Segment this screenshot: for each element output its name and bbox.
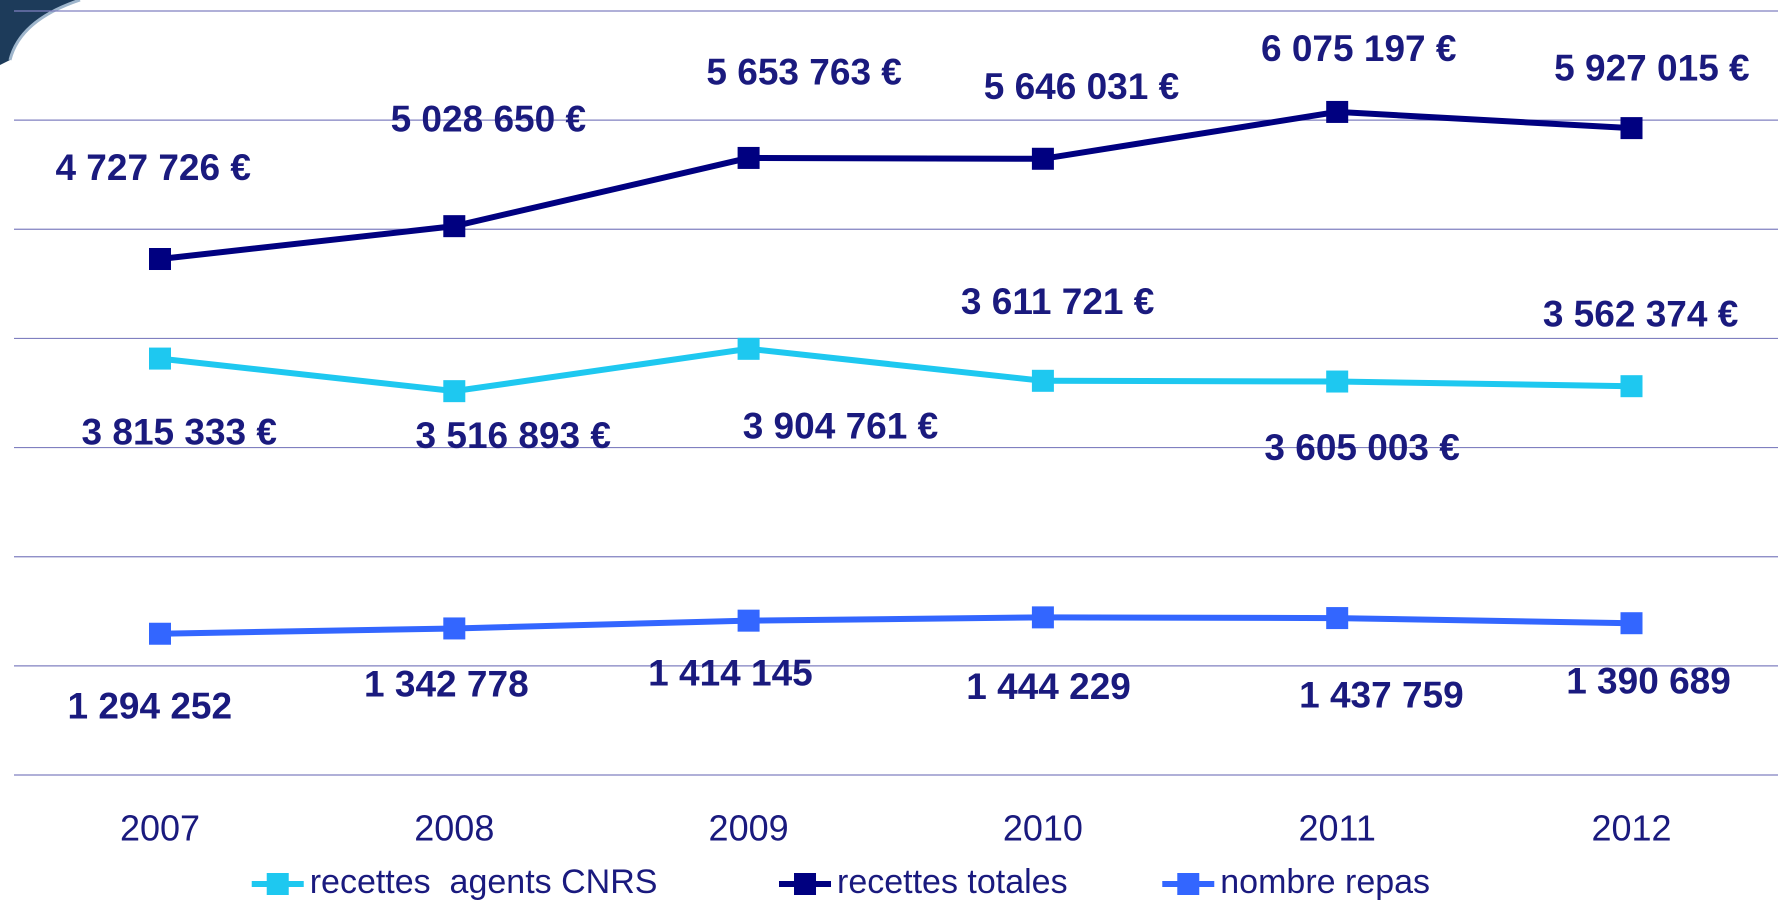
point-marker: [737, 609, 760, 632]
data-label: 3 516 893 €: [416, 415, 611, 456]
x-tick-label: 2007: [120, 808, 200, 849]
x-tick-label: 2010: [1003, 808, 1083, 849]
point-marker: [1031, 369, 1054, 392]
point-marker: [737, 337, 760, 360]
x-tick-label: 2009: [709, 808, 789, 849]
data-label: 1 390 689: [1566, 661, 1731, 702]
logo-arc: [8, 0, 81, 61]
series-line: [159, 614, 1632, 637]
point-marker: [1326, 100, 1349, 123]
point-marker: [1620, 612, 1643, 635]
data-label: 1 444 229: [966, 666, 1131, 707]
data-label: 3 904 761 €: [743, 405, 938, 446]
x-tick-label: 2012: [1591, 808, 1671, 849]
point-marker: [149, 347, 171, 370]
point-marker: [149, 622, 171, 645]
legend-marker: [794, 873, 817, 895]
data-label: 5 646 031 €: [984, 66, 1179, 107]
x-tick-label: 2008: [414, 808, 494, 849]
point-marker: [1031, 147, 1054, 170]
point-marker: [149, 248, 171, 271]
data-label: 1 437 759: [1299, 675, 1464, 716]
data-label: 4 727 726 €: [55, 147, 250, 188]
point-marker: [1031, 606, 1054, 629]
legend-marker: [266, 873, 289, 895]
data-label: 5 653 763 €: [706, 52, 901, 93]
point-marker: [443, 380, 466, 403]
point-marker: [1326, 607, 1349, 630]
data-label: 3 605 003 €: [1264, 427, 1459, 468]
data-label: 3 562 374 €: [1543, 293, 1738, 334]
series-line: [159, 108, 1632, 262]
legend-label: recettes agents CNRS: [310, 863, 658, 901]
logo-fragment: [0, 0, 80, 65]
data-label: 1 414 145: [648, 652, 813, 693]
data-label: 1 342 778: [364, 664, 529, 705]
point-marker: [737, 146, 760, 169]
legend-label: recettes totales: [837, 863, 1068, 901]
x-tick-label: 2011: [1298, 808, 1375, 849]
data-label: 5 028 650 €: [391, 99, 586, 140]
legend-label: nombre repas: [1220, 863, 1430, 901]
data-label: 5 927 015 €: [1554, 48, 1749, 89]
point-marker: [443, 215, 466, 238]
point-marker: [443, 617, 466, 640]
data-label: 3 611 721 €: [961, 281, 1154, 322]
point-marker: [1620, 117, 1643, 140]
data-label: 6 075 197 €: [1261, 28, 1456, 69]
data-label: 1 294 252: [67, 686, 232, 727]
data-label: 3 815 333 €: [82, 412, 277, 453]
point-marker: [1620, 375, 1643, 398]
series-line: [159, 345, 1632, 395]
point-marker: [1326, 370, 1349, 393]
legend-marker: [1177, 873, 1200, 895]
